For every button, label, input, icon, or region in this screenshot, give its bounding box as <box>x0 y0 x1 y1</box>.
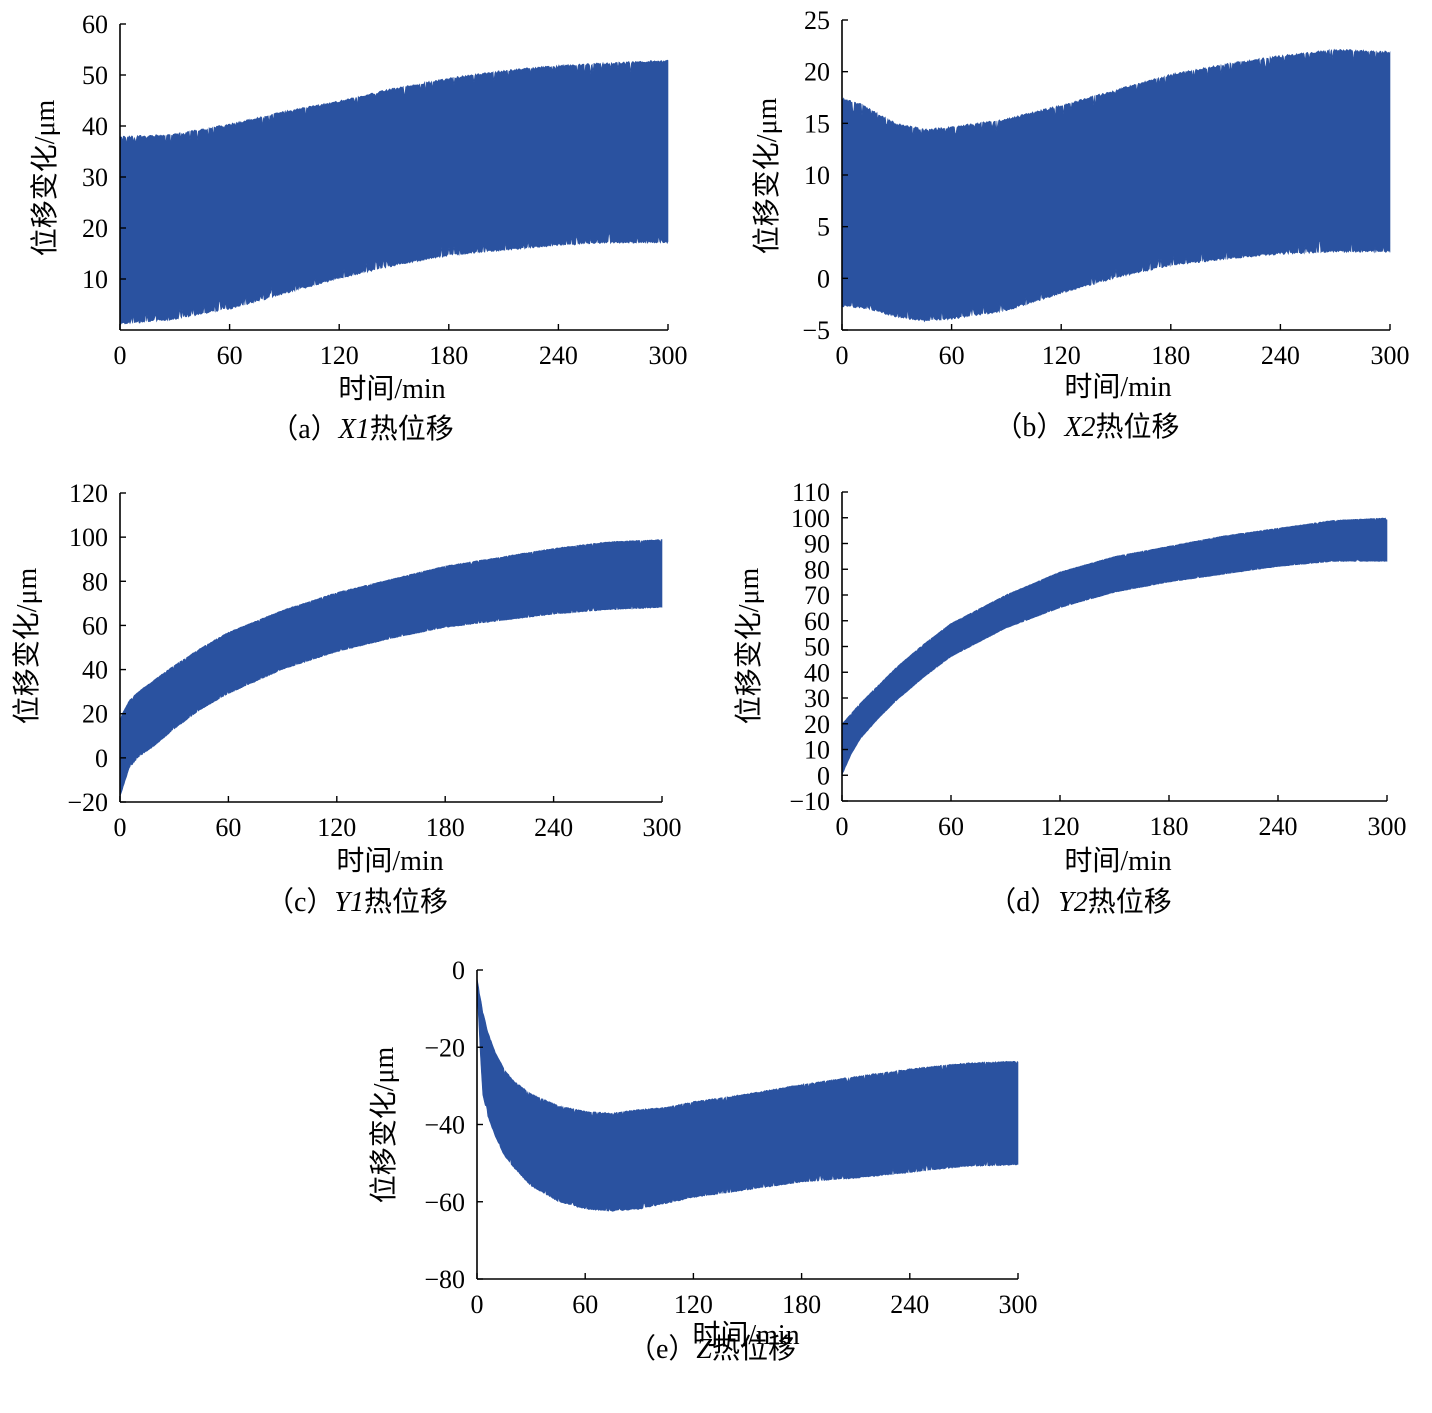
y-tick-label: 20 <box>82 700 108 729</box>
x-tick-label: 180 <box>1151 341 1190 370</box>
y-tick-label: 30 <box>804 684 830 713</box>
x-tick-label: 120 <box>674 1290 713 1319</box>
x-tick-label: 180 <box>1150 812 1189 841</box>
x-tick-label: 240 <box>534 813 573 842</box>
panel-caption: （c）Y1热位移 <box>266 886 448 918</box>
y-tick-label: 15 <box>804 109 830 138</box>
y-tick-label: 80 <box>804 555 830 584</box>
y-tick-label: 30 <box>82 163 108 192</box>
x-tick-label: 300 <box>1371 341 1410 370</box>
x-tick-label: 0 <box>836 812 849 841</box>
chart-panel-e: 0 60 120 180 240 300 −80 −60 −40 −20 0 时间/min 位移变化/μ… <box>368 956 1038 1365</box>
y-tick-label: 60 <box>82 10 108 39</box>
x-tick-label: 0 <box>836 341 849 370</box>
y-tick-label: −10 <box>789 787 830 816</box>
x-tick-label: 120 <box>1042 341 1081 370</box>
y-tick-label: 20 <box>82 214 108 243</box>
panel-caption: （b）X2热位移 <box>994 411 1179 443</box>
x-tick-label: 60 <box>215 813 241 842</box>
x-tick-label: 120 <box>317 813 356 842</box>
y-tick-label: 20 <box>804 710 830 739</box>
x-axis-label: 时间/min <box>338 373 445 405</box>
y-tick-label: −20 <box>424 1033 465 1062</box>
x-tick-label: 0 <box>114 813 127 842</box>
y-tick-label: 0 <box>452 956 465 985</box>
y-tick-label: −80 <box>424 1265 465 1294</box>
x-axis-label: 时间/min <box>336 845 443 877</box>
x-tick-label: 120 <box>1041 812 1080 841</box>
y-tick-label: 70 <box>804 581 830 610</box>
x-tick-label: 60 <box>939 341 965 370</box>
x-tick-label: 240 <box>1261 341 1300 370</box>
y-tick-label: 25 <box>804 6 830 35</box>
y-tick-label: −20 <box>67 788 108 817</box>
x-axis-label: 时间/min <box>1064 845 1171 877</box>
x-tick-label: 300 <box>649 341 688 370</box>
y-axis-label: 位移变化/μm <box>733 567 765 724</box>
x-tick-label: 180 <box>782 1290 821 1319</box>
y-tick-label: 10 <box>804 736 830 765</box>
y-tick-label: 10 <box>804 161 830 190</box>
chart-panel-c: 0 60 120 180 240 300−20020406080100120时间/min位… <box>11 479 682 918</box>
x-tick-label: 180 <box>429 341 468 370</box>
y-tick-label: 60 <box>804 607 830 636</box>
chart-panel-a: 0 60 120 180 240 300 10 20 30 40 50 60 时间/min 位移变化/μm… <box>29 10 688 445</box>
y-tick-label: 60 <box>82 611 108 640</box>
y-tick-label: 90 <box>804 530 830 559</box>
x-tick-label: 240 <box>890 1290 929 1319</box>
y-axis-label: 位移变化/μm <box>11 567 43 724</box>
series-band <box>841 517 1388 776</box>
x-tick-label: 300 <box>1368 812 1407 841</box>
x-axis-label: 时间/min <box>1064 371 1171 403</box>
y-tick-label: 100 <box>69 523 108 552</box>
y-tick-label: 40 <box>82 656 108 685</box>
x-axis-label: 时间/min <box>692 1319 799 1351</box>
x-tick-label: 180 <box>426 813 465 842</box>
x-tick-label: 240 <box>1259 812 1298 841</box>
y-axis-label: 位移变化/μm <box>368 1046 400 1203</box>
y-tick-label: 80 <box>82 567 108 596</box>
y-tick-label: −40 <box>424 1111 465 1140</box>
y-tick-label: 0 <box>95 744 108 773</box>
x-tick-label: 120 <box>320 341 359 370</box>
panel-caption: （e）Z热位移 <box>628 1333 796 1365</box>
panel-caption: （a）X1热位移 <box>270 413 454 445</box>
x-tick-label: 60 <box>217 341 243 370</box>
y-tick-label: 50 <box>804 633 830 662</box>
y-tick-label: 50 <box>82 61 108 90</box>
series-band <box>476 977 1019 1212</box>
y-tick-label: 100 <box>791 504 830 533</box>
x-tick-label: 60 <box>572 1290 598 1319</box>
x-tick-label: 60 <box>938 812 964 841</box>
y-tick-label: 110 <box>792 478 830 507</box>
series-band <box>119 539 663 798</box>
y-tick-label: −5 <box>802 316 830 345</box>
x-tick-label: 0 <box>114 341 127 370</box>
y-tick-label: 10 <box>82 265 108 294</box>
x-tick-label: 240 <box>539 341 578 370</box>
x-tick-label: 300 <box>999 1290 1038 1319</box>
y-tick-label: 120 <box>69 479 108 508</box>
panel-caption: （d）Y2热位移 <box>988 886 1172 918</box>
chart-panel-b: 0 60 120 180 240 300−50510152025时间/min位移变化/μm… <box>751 6 1410 443</box>
y-tick-label: 0 <box>817 264 830 293</box>
y-axis-label: 位移变化/μm <box>751 97 783 254</box>
y-tick-label: −60 <box>424 1188 465 1217</box>
y-tick-label: 40 <box>804 658 830 687</box>
series-band <box>119 59 669 325</box>
y-axis-label: 位移变化/μm <box>29 99 61 256</box>
y-tick-label: 40 <box>82 112 108 141</box>
y-tick-label: 0 <box>817 761 830 790</box>
x-tick-label: 300 <box>643 813 682 842</box>
y-tick-label: 20 <box>804 58 830 87</box>
y-tick-label: 5 <box>817 213 830 242</box>
x-tick-label: 0 <box>471 1290 484 1319</box>
series-band <box>841 48 1391 323</box>
chart-panel-d: 0 60 120 180 240 300−100102030405060708090100… <box>733 478 1407 918</box>
